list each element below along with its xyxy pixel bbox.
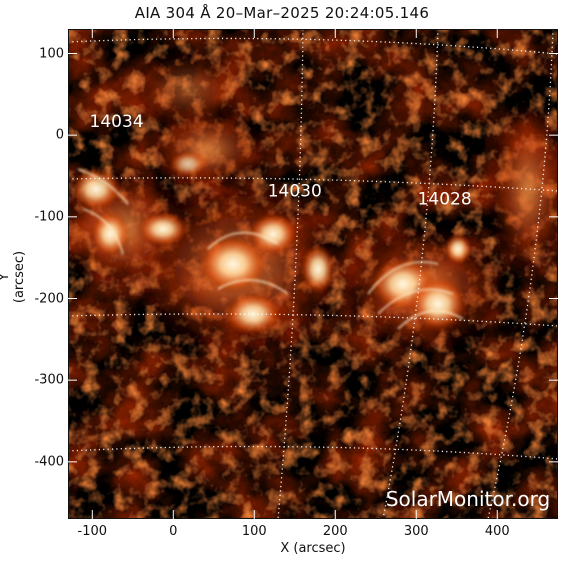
y-tick-label: -200: [34, 291, 64, 306]
x-tick-label: 400: [484, 524, 510, 539]
region-label: 14028: [418, 190, 472, 210]
x-tick-label: 200: [322, 524, 348, 539]
heliographic-grid: [68, 29, 558, 519]
image-title: AIA 304 Å 20–Mar–2025 20:24:05.146: [134, 4, 430, 22]
solar-image-plot: 14034 14030 14028 SolarMonitor.org: [68, 29, 558, 519]
x-tick-label: -100: [77, 524, 108, 539]
watermark: SolarMonitor.org: [386, 487, 550, 511]
y-tick-label: 100: [39, 46, 64, 61]
y-tick-label: -300: [34, 372, 64, 388]
y-tick-label: -400: [34, 454, 64, 470]
region-label: 14034: [90, 112, 144, 132]
region-label: 14030: [268, 181, 322, 201]
x-tick-label: 0: [169, 524, 178, 539]
x-tick-label: 300: [403, 524, 429, 539]
x-axis-label: X (arcsec): [280, 541, 346, 556]
y-axis-label: Y (arcsec): [0, 250, 27, 304]
loop-strands: [77, 168, 464, 330]
x-tick-label: 100: [241, 524, 267, 539]
tick-marks: [68, 29, 558, 519]
y-tick-label: 0: [55, 127, 64, 143]
y-tick-label: -100: [34, 209, 64, 225]
plot-frame: [68, 29, 558, 519]
region-labels: 14034 14030 14028: [90, 112, 472, 210]
